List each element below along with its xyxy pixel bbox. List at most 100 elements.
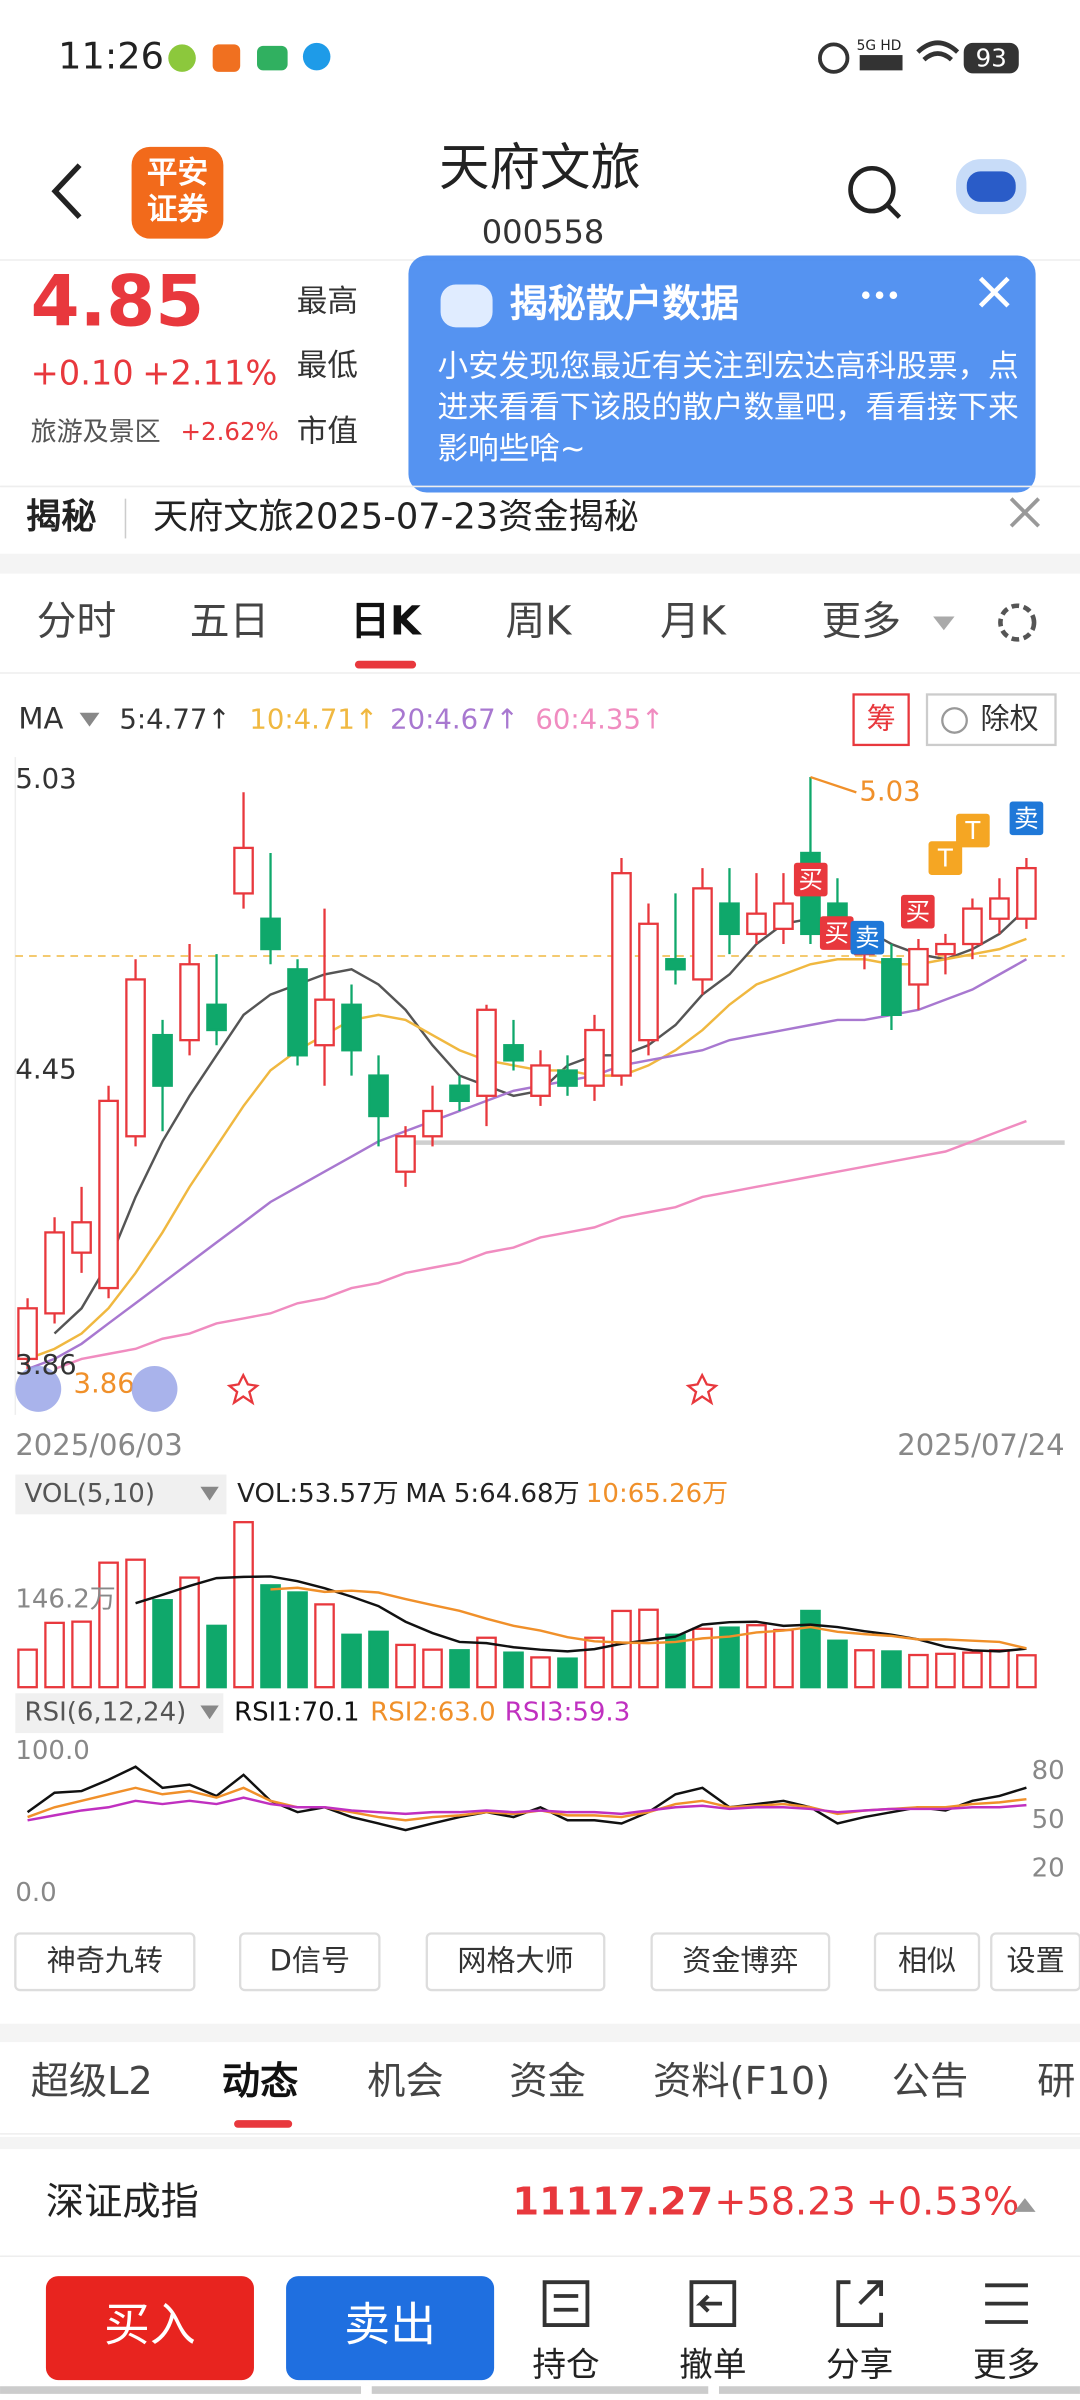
candle-body xyxy=(746,912,767,936)
expand-icon[interactable] xyxy=(1014,2198,1036,2212)
candle-body xyxy=(881,958,902,1017)
volume-bar xyxy=(881,1650,902,1689)
dropdown-icon xyxy=(79,712,100,727)
wifi-icon xyxy=(916,40,960,62)
candle-body xyxy=(476,1008,497,1097)
volume-bar xyxy=(341,1633,362,1689)
trade-signal-text: 买 xyxy=(906,897,930,926)
tool-button[interactable] xyxy=(873,1932,981,1992)
period-tab[interactable]: 月K xyxy=(660,599,727,645)
reveal-text[interactable]: 天府文旅2025-07-23资金揭秘 xyxy=(153,497,639,538)
exright-text: 除权 xyxy=(981,701,1039,735)
search-button[interactable] xyxy=(848,165,896,214)
action-icon[interactable] xyxy=(985,2283,1028,2324)
popup-body: 小安发现您最近有关注到宏达高科股票，点进来看看下该股的散户数量吧，看看接下来影响… xyxy=(437,347,1019,467)
popup-title: 揭秘散户数据 xyxy=(509,282,738,326)
volume-bar xyxy=(638,1608,659,1689)
action-icon[interactable] xyxy=(542,2280,590,2327)
popup-close[interactable] xyxy=(978,276,1010,308)
event-marker[interactable] xyxy=(226,1372,260,1406)
candle-body xyxy=(665,958,686,971)
volume-bar xyxy=(206,1624,227,1689)
field-label: 最低 xyxy=(297,349,358,384)
indicator-select[interactable] xyxy=(15,1474,227,1515)
y-tick-label: 5.03 xyxy=(15,763,76,795)
signal-icon xyxy=(859,55,903,71)
candle-body xyxy=(584,1028,605,1087)
candle-body xyxy=(773,902,794,930)
action-icon[interactable] xyxy=(689,2280,737,2327)
rsi-legend: RSI3:59.3 xyxy=(505,1698,630,1728)
volume-bar xyxy=(395,1643,416,1689)
candle-body xyxy=(908,947,929,986)
content-tab[interactable]: 机会 xyxy=(367,2060,443,2104)
volume-bar xyxy=(854,1649,875,1689)
sell-button[interactable] xyxy=(286,2276,495,2381)
assistant-face xyxy=(966,171,1016,202)
action-bar: 持仓 撤单 分享 更多 xyxy=(532,2280,1040,2384)
app-icon xyxy=(168,44,196,72)
low-label: 3.86 xyxy=(73,1367,134,1399)
trade-signal[interactable] xyxy=(793,862,828,897)
back-button[interactable] xyxy=(51,163,82,220)
popup-menu[interactable] xyxy=(861,291,870,300)
fullscreen-button[interactable] xyxy=(131,1365,178,1412)
chip-button[interactable] xyxy=(852,693,910,747)
ma-legend: 20:4.67↑ xyxy=(390,703,519,735)
y-tick-label: 4.45 xyxy=(15,1054,76,1086)
candle-body xyxy=(17,1307,38,1361)
candle-body xyxy=(395,1135,416,1173)
exright-button[interactable] xyxy=(925,693,1057,747)
period-tab[interactable]: 更多 xyxy=(821,599,901,645)
settings-button[interactable] xyxy=(998,603,1037,642)
content-tab[interactable]: 动态 xyxy=(222,2060,298,2104)
event-marker[interactable] xyxy=(685,1372,719,1406)
trade-signal[interactable] xyxy=(956,813,990,848)
buy-button[interactable] xyxy=(45,2276,254,2381)
content-tab[interactable]: 研 xyxy=(1037,2060,1075,2104)
search-icon xyxy=(885,203,902,219)
trade-signal[interactable] xyxy=(819,916,854,950)
content-tab[interactable]: 资料(F10) xyxy=(653,2060,830,2104)
period-tab[interactable]: 分时 xyxy=(37,599,117,645)
indicator-select[interactable] xyxy=(15,1693,224,1734)
tool-button[interactable] xyxy=(650,1932,831,1992)
tool-button[interactable] xyxy=(425,1932,606,1992)
volume-bar xyxy=(692,1627,713,1689)
sell-text: 卖出 xyxy=(344,2298,436,2352)
content-tab[interactable]: 资金 xyxy=(509,2060,585,2104)
reveal-close[interactable] xyxy=(1009,497,1041,528)
y2-tick-label: 50 xyxy=(1032,1805,1065,1835)
trade-signal-text: 卖 xyxy=(1014,804,1038,833)
tool-button[interactable] xyxy=(14,1932,196,1992)
popup-icon xyxy=(440,284,493,328)
period-tab[interactable]: 周K xyxy=(506,599,573,645)
action-label: 持仓 xyxy=(532,2345,599,2384)
content-tab[interactable]: 超级L2 xyxy=(31,2060,153,2104)
y2-tick-label: 80 xyxy=(1032,1756,1065,1786)
candle-body xyxy=(314,998,335,1047)
trade-signal[interactable] xyxy=(850,920,885,955)
candle-body xyxy=(233,846,254,895)
tool-button[interactable] xyxy=(239,1932,381,1992)
volume-bar xyxy=(179,1576,200,1689)
period-tab[interactable]: 五日 xyxy=(190,599,270,645)
trade-signal[interactable] xyxy=(900,894,935,929)
action-icon[interactable] xyxy=(836,2280,884,2327)
content-tab[interactable]: 公告 xyxy=(892,2060,968,2104)
volume-bar xyxy=(665,1633,686,1689)
line-series xyxy=(270,1586,1027,1650)
line-series xyxy=(27,958,1028,1371)
trade-signal[interactable] xyxy=(928,841,963,875)
period-tab[interactable]: 日K xyxy=(350,599,423,645)
dropdown-icon xyxy=(200,1705,219,1720)
trade-signal-text: 买 xyxy=(799,865,823,894)
battery xyxy=(963,42,1019,74)
trade-signal[interactable] xyxy=(1009,801,1044,836)
volume-bar xyxy=(287,1591,308,1689)
stock-name: 天府文旅 xyxy=(439,138,641,197)
popup[interactable] xyxy=(408,255,1036,493)
info-icon xyxy=(941,707,968,734)
expand-button[interactable] xyxy=(15,1365,62,1412)
volume-bar xyxy=(800,1609,821,1689)
